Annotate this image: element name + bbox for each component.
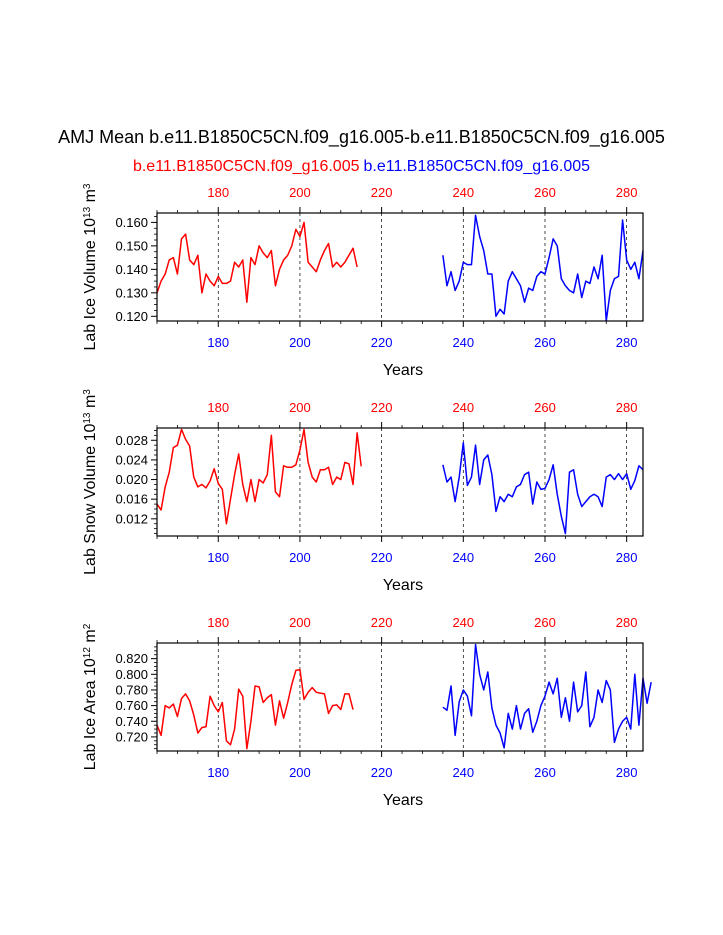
y-tick-label: 0.020 [115, 472, 148, 487]
y-tick-label: 0.028 [115, 433, 148, 448]
x-tick-label-top: 280 [616, 185, 638, 200]
legend: b.e11.B1850C5CN.f09_g16.005 b.e11.B1850C5… [0, 158, 723, 176]
x-tick-label-bottom: 280 [616, 335, 638, 350]
x-tick-label-top: 280 [616, 615, 638, 630]
y-tick-label: 0.150 [115, 238, 148, 253]
x-tick-label-bottom: 180 [207, 550, 229, 565]
x-tick-label-bottom: 220 [371, 765, 393, 780]
y-tick-label: 0.740 [115, 714, 148, 729]
y-tick-label: 0.140 [115, 262, 148, 277]
x-tick-label-bottom: 280 [616, 550, 638, 565]
chart-panel-2: 0.012 0.016 0.020 0.024 0.028 180 180 200 200 220… [82, 389, 644, 594]
y-axis-label-part: m [82, 395, 99, 413]
y-tick-label: 0.016 [115, 492, 148, 507]
x-tick-label-bottom: 180 [207, 765, 229, 780]
x-tick-label-top: 180 [207, 400, 229, 415]
plot-frame [156, 427, 644, 537]
x-axis-label: Years [383, 577, 423, 594]
x-axis-label: Years [383, 362, 423, 379]
y-tick-label: 0.160 [115, 215, 148, 230]
y-tick-label: 0.120 [115, 309, 148, 324]
series-line-case1 [156, 428, 362, 525]
x-tick-label-bottom: 280 [616, 765, 638, 780]
series-line-case1 [156, 221, 358, 303]
y-axis-label: Lab Ice Area 1012 m2 [82, 623, 100, 770]
x-tick-label-top: 200 [289, 185, 311, 200]
y-tick-label: 0.720 [115, 729, 148, 744]
plot-frame [156, 642, 644, 752]
y-axis-label: Lab Snow Volume 1013 m3 [82, 389, 100, 575]
x-tick-label-top: 260 [534, 615, 556, 630]
figure-title: AMJ Mean b.e11.B1850C5CN.f09_g16.005-b.e… [58, 127, 665, 147]
y-tick-label: 0.024 [115, 452, 148, 467]
y-tick-label: 0.760 [115, 698, 148, 713]
y-tick-label: 0.780 [115, 682, 148, 697]
x-tick-label-top: 260 [534, 400, 556, 415]
x-tick-label-top: 240 [452, 615, 474, 630]
x-tick-label-bottom: 200 [289, 335, 311, 350]
x-tick-label-top: 280 [616, 400, 638, 415]
y-axis-label-superscript: 2 [82, 623, 93, 629]
x-tick-label-top: 260 [534, 185, 556, 200]
series-line-case2 [442, 214, 644, 322]
y-axis-label-superscript: 13 [82, 412, 93, 424]
x-tick-label-top: 200 [289, 615, 311, 630]
y-axis-label-superscript: 3 [82, 389, 93, 395]
x-tick-label-top: 220 [371, 615, 393, 630]
legend-entry-case1: b.e11.B1850C5CN.f09_g16.005 [132, 158, 360, 175]
series-line-case2 [442, 643, 652, 749]
legend-entry-case2: b.e11.B1850C5CN.f09_g16.005 [363, 158, 591, 175]
y-axis-label-superscript: 12 [82, 647, 93, 659]
x-tick-label-bottom: 200 [289, 765, 311, 780]
y-axis-label: Lab Ice Volume 1013 m3 [82, 183, 100, 350]
y-tick-label: 0.130 [115, 285, 148, 300]
x-tick-label-bottom: 260 [534, 335, 556, 350]
y-axis-label-superscript: 3 [82, 183, 93, 189]
x-tick-label-bottom: 240 [452, 335, 474, 350]
y-axis-label-part: Lab Ice Area 10 [82, 658, 99, 770]
x-tick-label-bottom: 240 [452, 550, 474, 565]
x-axis-label: Years [383, 792, 423, 809]
x-tick-label-top: 220 [371, 400, 393, 415]
y-tick-label: 0.800 [115, 667, 148, 682]
y-axis-label-part: Lab Snow Volume 10 [82, 424, 99, 575]
y-axis-label-superscript: 13 [82, 206, 93, 218]
plot-frame [156, 212, 644, 322]
y-axis-label-part: m [82, 189, 99, 207]
y-axis-label-part: Lab Ice Volume 10 [82, 218, 99, 351]
x-tick-label-top: 180 [207, 185, 229, 200]
series-line-case2 [442, 441, 644, 535]
x-tick-label-bottom: 260 [534, 550, 556, 565]
y-tick-label: 0.012 [115, 511, 148, 526]
x-tick-label-top: 200 [289, 400, 311, 415]
x-tick-label-bottom: 200 [289, 550, 311, 565]
series-line-case1 [156, 668, 354, 750]
chart-panel-1: 0.120 0.130 0.140 0.150 0.160 180 180 200 200 220… [82, 183, 644, 379]
x-tick-label-bottom: 260 [534, 765, 556, 780]
x-tick-label-bottom: 220 [371, 550, 393, 565]
x-tick-label-top: 240 [452, 400, 474, 415]
x-tick-label-bottom: 240 [452, 765, 474, 780]
x-tick-label-bottom: 220 [371, 335, 393, 350]
x-tick-label-top: 180 [207, 615, 229, 630]
x-tick-label-bottom: 180 [207, 335, 229, 350]
x-tick-label-top: 220 [371, 185, 393, 200]
y-tick-label: 0.820 [115, 651, 148, 666]
y-axis-label-part: m [82, 629, 99, 647]
x-tick-label-top: 240 [452, 185, 474, 200]
